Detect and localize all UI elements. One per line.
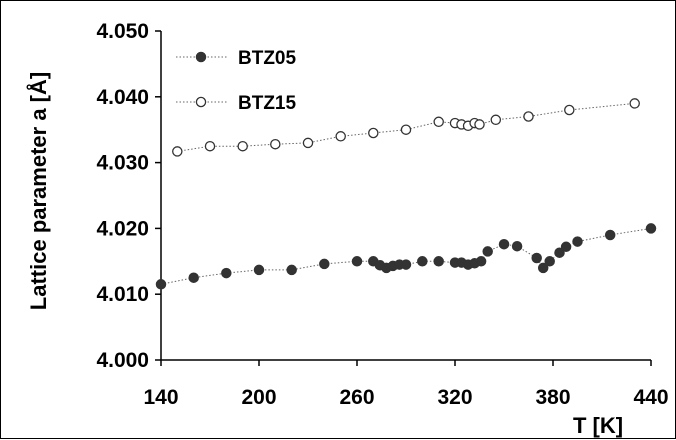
data-point bbox=[417, 256, 428, 267]
y-tick-label: 4.030 bbox=[96, 152, 149, 175]
data-point bbox=[253, 264, 265, 276]
x-tick-label: 140 bbox=[143, 386, 178, 409]
series-layer bbox=[155, 98, 657, 290]
series-btz15 bbox=[172, 98, 640, 157]
data-point bbox=[335, 131, 346, 142]
data-point bbox=[629, 98, 640, 109]
data-point bbox=[531, 252, 542, 264]
legend-marker bbox=[195, 51, 207, 63]
tick-labels: 4.000 4.010 4.020 4.030 4.040 4.050 140 200 260 3… bbox=[96, 20, 668, 409]
x-axis-label: T [K] bbox=[573, 413, 623, 438]
x-tick-label: 320 bbox=[437, 386, 472, 409]
data-point bbox=[319, 258, 330, 270]
y-tick-label: 4.000 bbox=[96, 349, 149, 372]
y-tick-label: 4.020 bbox=[96, 217, 149, 240]
data-point bbox=[554, 247, 565, 258]
legend: BTZ05 BTZ15 bbox=[176, 48, 297, 114]
data-point bbox=[188, 272, 199, 283]
data-point bbox=[302, 137, 314, 149]
data-point bbox=[433, 256, 444, 267]
data-point bbox=[270, 138, 281, 150]
data-point bbox=[474, 119, 485, 130]
data-point bbox=[433, 116, 444, 128]
data-point bbox=[645, 223, 657, 234]
data-point bbox=[564, 104, 575, 116]
data-point bbox=[572, 236, 583, 247]
data-point bbox=[400, 124, 412, 135]
data-point bbox=[544, 256, 555, 267]
data-point bbox=[237, 140, 248, 152]
data-point bbox=[537, 262, 549, 274]
data-point bbox=[560, 241, 572, 253]
x-tick-label: 380 bbox=[535, 386, 570, 409]
legend-label: BTZ15 bbox=[238, 93, 297, 114]
x-tick-label: 440 bbox=[633, 386, 668, 409]
data-point bbox=[490, 114, 502, 126]
y-axis-label: Lattice parameter a [Å] bbox=[25, 72, 51, 310]
data-point bbox=[604, 229, 616, 241]
y-tick-label: 4.010 bbox=[96, 283, 149, 306]
data-point bbox=[221, 267, 232, 279]
data-point bbox=[351, 256, 363, 267]
y-tick-label: 4.040 bbox=[96, 86, 149, 109]
data-point bbox=[523, 111, 534, 122]
data-point bbox=[286, 264, 297, 276]
data-point bbox=[155, 279, 167, 290]
axes bbox=[155, 30, 652, 366]
legend-label: BTZ05 bbox=[238, 48, 297, 69]
data-point bbox=[204, 140, 216, 152]
legend-marker bbox=[195, 96, 207, 108]
y-tick-label: 4.050 bbox=[96, 20, 149, 43]
data-point bbox=[482, 246, 493, 257]
series-btz05 bbox=[155, 223, 657, 290]
data-point bbox=[511, 240, 523, 252]
data-point bbox=[475, 256, 487, 267]
x-tick-label: 260 bbox=[339, 386, 374, 409]
data-point bbox=[368, 127, 379, 139]
data-point bbox=[172, 146, 183, 157]
legend-item: BTZ05 bbox=[176, 48, 297, 69]
x-tick-label: 200 bbox=[241, 386, 276, 409]
legend-item: BTZ15 bbox=[176, 93, 297, 114]
data-point bbox=[498, 238, 510, 250]
data-point bbox=[400, 259, 412, 270]
